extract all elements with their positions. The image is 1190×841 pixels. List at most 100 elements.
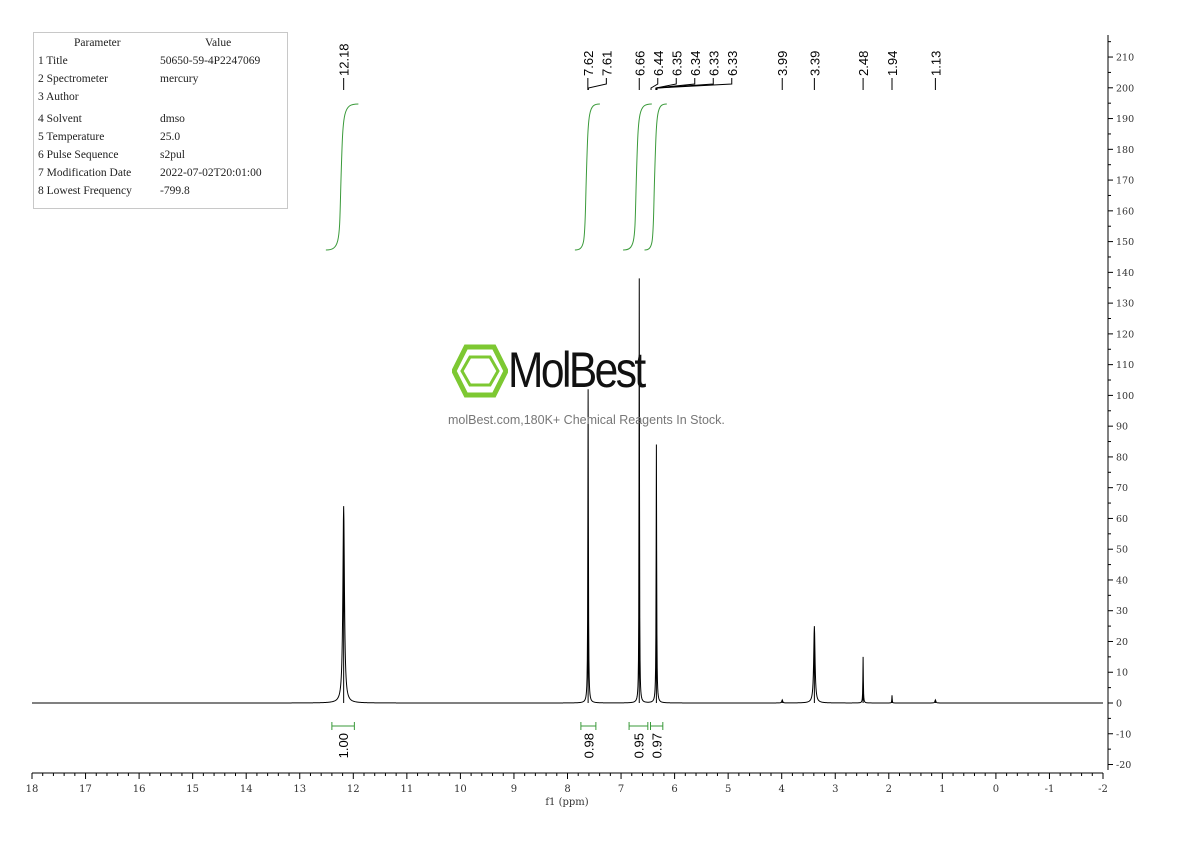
- param-value: s2pul: [160, 149, 185, 161]
- x-tick-label: 17: [79, 784, 92, 795]
- y-tick-label: 40: [1116, 575, 1128, 586]
- integral-bracket: [628, 722, 649, 730]
- integral-curve: [623, 103, 652, 251]
- y-tick-label: -20: [1116, 760, 1131, 771]
- param-value: 25.0: [160, 131, 181, 143]
- y-tick-label: 110: [1116, 360, 1134, 371]
- y-tick-label: 180: [1116, 145, 1134, 156]
- integral-bracket: [580, 722, 597, 730]
- x-tick-label: 18: [26, 784, 39, 795]
- molbest-logo-icon: [452, 344, 508, 398]
- y-tick-label: 170: [1116, 176, 1134, 187]
- x-tick-label: 13: [293, 784, 306, 795]
- y-tick-label: 140: [1116, 268, 1134, 279]
- param-value: dmso: [160, 113, 185, 125]
- y-tick-label: 80: [1116, 452, 1128, 463]
- y-tick-label: 30: [1116, 606, 1128, 617]
- integral-curve: [574, 103, 600, 251]
- y-tick-label: 90: [1116, 422, 1128, 433]
- spectrum-line: [32, 278, 1103, 704]
- peak-label-leader: [655, 78, 677, 90]
- x-tick-label: 12: [347, 784, 360, 795]
- peak-label: 1.94: [885, 51, 900, 76]
- x-tick-label: 8: [564, 784, 570, 795]
- x-tick-label: 1: [939, 784, 945, 795]
- param-name: 7 Modification Date: [38, 167, 132, 179]
- watermark-name: MolBest: [508, 342, 646, 398]
- x-tick-label: 7: [618, 784, 624, 795]
- param-value: 50650-59-4P2247069: [160, 55, 261, 67]
- peak-label-leader: [656, 78, 733, 90]
- peak-label: 1.13: [928, 51, 943, 76]
- y-tick-label: 60: [1116, 514, 1128, 525]
- peak-label: 6.33: [725, 51, 740, 76]
- integral-bracket: [650, 722, 664, 730]
- param-value: mercury: [160, 73, 199, 85]
- x-tick-label: -1: [1045, 784, 1055, 795]
- x-tick-label: 6: [671, 784, 677, 795]
- integral-curve: [644, 103, 667, 251]
- param-name: 2 Spectrometer: [38, 73, 108, 85]
- y-tick-label: 50: [1116, 545, 1128, 556]
- x-tick-label: -2: [1098, 784, 1108, 795]
- param-name: 5 Temperature: [38, 131, 105, 143]
- y-tick-label: 210: [1116, 53, 1134, 64]
- parameter-table: Parameter Value 1 Title 50650-59-4P224706…: [33, 32, 288, 209]
- peak-label: 2.48: [856, 51, 871, 76]
- y-tick-label: 70: [1116, 483, 1128, 494]
- y-tick-label: 150: [1116, 237, 1134, 248]
- watermark-tagline: molBest.com,180K+ Chemical Reagents In S…: [448, 413, 725, 427]
- peak-label: 12.18: [337, 43, 352, 76]
- peak-label-leader: [655, 78, 696, 90]
- y-tick-label: 130: [1116, 299, 1134, 310]
- x-tick-label: 3: [832, 784, 838, 795]
- x-tick-label: 15: [186, 784, 199, 795]
- y-tick-label: 200: [1116, 83, 1134, 94]
- peak-label: 7.61: [599, 51, 614, 76]
- peak-label-leader: [650, 78, 659, 90]
- y-tick-label: 20: [1116, 637, 1128, 648]
- integral-curve: [325, 103, 359, 251]
- x-tick-label: 16: [133, 784, 146, 795]
- peak-label: 3.99: [775, 51, 790, 76]
- x-tick-label: 2: [886, 784, 892, 795]
- param-value: 2022-07-02T20:01:00: [160, 167, 262, 179]
- x-tick-label: 4: [779, 784, 785, 795]
- param-header: Parameter: [74, 37, 121, 49]
- y-tick-label: 100: [1116, 391, 1134, 402]
- y-tick-label: 0: [1116, 699, 1122, 710]
- param-name: 8 Lowest Frequency: [38, 185, 132, 197]
- peak-label: 6.66: [632, 51, 647, 76]
- y-tick-label: 190: [1116, 114, 1134, 125]
- param-value: -799.8: [160, 185, 190, 197]
- y-tick-label: 10: [1116, 668, 1128, 679]
- x-tick-label: 9: [511, 784, 517, 795]
- peak-label: 6.33: [706, 51, 721, 76]
- peak-label-leader: [587, 78, 607, 90]
- y-tick-label: -10: [1116, 729, 1131, 740]
- value-header: Value: [205, 37, 232, 49]
- peak-label: 6.44: [651, 51, 666, 76]
- param-name: 3 Author: [38, 91, 79, 103]
- integral-value: 0.95: [631, 733, 646, 758]
- x-tick-label: 10: [454, 784, 467, 795]
- y-tick-label: 120: [1116, 329, 1134, 340]
- peak-label-leader: [656, 78, 714, 90]
- peak-label: 6.34: [688, 51, 703, 76]
- integral-value: 1.00: [336, 733, 351, 758]
- y-tick-label: 160: [1116, 206, 1134, 217]
- param-name: 4 Solvent: [38, 113, 82, 125]
- peak-label: 3.39: [807, 51, 822, 76]
- x-tick-label: 5: [725, 784, 731, 795]
- param-name: 1 Title: [38, 55, 68, 67]
- integral-value: 0.97: [650, 733, 665, 758]
- param-name: 6 Pulse Sequence: [38, 149, 119, 161]
- x-tick-label: 11: [400, 784, 413, 795]
- x-tick-label: 14: [240, 784, 253, 795]
- x-tick-label: 0: [993, 784, 999, 795]
- x-axis-label: f1 (ppm): [545, 797, 588, 808]
- integral-bracket: [331, 722, 355, 730]
- peak-label: 6.35: [669, 51, 684, 76]
- peak-label: 7.62: [581, 51, 596, 76]
